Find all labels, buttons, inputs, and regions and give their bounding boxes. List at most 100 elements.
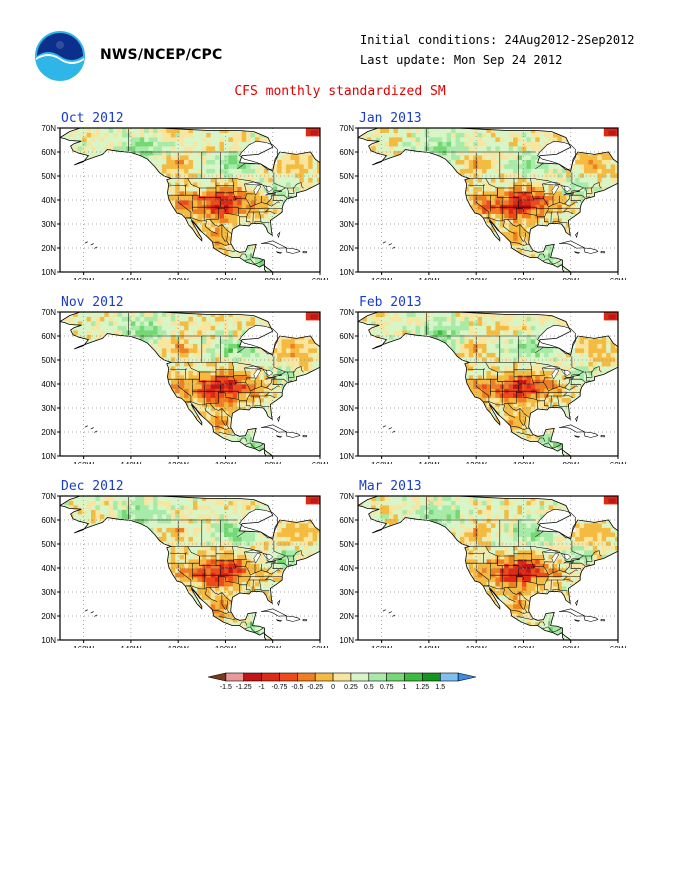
lon-tick-label: 60W [610, 277, 627, 280]
colorbar-swatch [207, 672, 227, 682]
lon-tick-label: 140W [418, 277, 439, 280]
lat-tick-label: 60N [339, 332, 354, 341]
lon-tick-label: 100W [513, 277, 534, 280]
lon-tick-label: 60W [312, 461, 329, 464]
lon-tick-label: 80W [265, 277, 282, 280]
lon-tick-label: 100W [513, 461, 534, 464]
lon-tick-label: 80W [563, 461, 580, 464]
lon-tick-label: 140W [418, 645, 439, 648]
lat-tick-label: 40N [339, 196, 354, 205]
lat-tick-label: 10N [41, 452, 56, 461]
lon-tick-label: 140W [120, 277, 141, 280]
lat-tick-label: 10N [41, 636, 56, 645]
colorbar-label: -0.25 [307, 684, 323, 691]
colorbar-swatch [225, 672, 245, 682]
colorbar-label: -0.75 [271, 684, 287, 691]
colorbar-swatch [243, 672, 262, 682]
map-panel-oct-2012: 70N 60N 50N 40N 30N 20N 10N 160W 140W 120W 100W 80W… [41, 124, 329, 280]
lat-tick-label: 50N [339, 172, 354, 181]
colorbar-swatch [332, 672, 352, 682]
colorbar-swatch [314, 672, 334, 682]
lon-tick-label: 80W [563, 645, 580, 648]
lon-tick-label: 60W [610, 645, 627, 648]
lat-tick-label: 40N [41, 564, 56, 573]
lon-tick-label: 160W [73, 645, 94, 648]
initial-conditions: Initial conditions: 24Aug2012-2Sep2012 [360, 33, 635, 47]
colorbar-swatch [386, 672, 405, 682]
panel-title-nov-2012: Nov 2012 [61, 295, 124, 310]
colorbar-swatch [350, 672, 370, 682]
colorbar-swatch [404, 672, 423, 682]
lat-tick-label: 20N [41, 428, 56, 437]
colorbar-label: 1 [403, 684, 407, 691]
lat-tick-label: 40N [339, 564, 354, 573]
lon-tick-label: 80W [563, 277, 580, 280]
lat-tick-label: 60N [41, 148, 56, 157]
lat-tick-label: 70N [41, 308, 56, 317]
colorbar-label: 0.75 [380, 684, 394, 691]
colorbar-swatch [261, 672, 280, 682]
lat-tick-label: 50N [41, 172, 56, 181]
colorbar-swatch [297, 672, 316, 682]
panel-title-dec-2012: Dec 2012 [61, 479, 124, 494]
lat-tick-label: 70N [339, 492, 354, 501]
lat-tick-label: 50N [339, 356, 354, 365]
colorbar-label: 0.5 [364, 684, 374, 691]
colorbar-label: -1 [258, 684, 264, 691]
lat-tick-label: 40N [339, 380, 354, 389]
map-panel-dec-2012: 70N 60N 50N 40N 30N 20N 10N 160W 140W 120W 100W 80W… [41, 492, 329, 648]
lon-tick-label: 160W [371, 277, 392, 280]
colorbar-swatch [422, 672, 441, 682]
agency-name: NWS/NCEP/CPC [100, 47, 223, 63]
lat-tick-label: 60N [41, 332, 56, 341]
lon-tick-label: 120W [168, 645, 189, 648]
lon-tick-label: 80W [265, 461, 282, 464]
colorbar-swatch [457, 672, 477, 682]
lon-tick-label: 160W [73, 277, 94, 280]
lat-tick-label: 60N [339, 516, 354, 525]
colorbar-label: 1.25 [416, 684, 430, 691]
lat-tick-label: 40N [41, 380, 56, 389]
lat-tick-label: 10N [339, 636, 354, 645]
colorbar-legend: -1.5 -1.25 -1 -0.75 -0.5 -0.25 0 0.25 0.5 0.75 1 1.… [207, 672, 477, 691]
colorbar-swatch [439, 672, 459, 682]
map-panel-mar-2013: 70N 60N 50N 40N 30N 20N 10N 160W 140W 120W 100W 80W… [339, 492, 627, 648]
lat-tick-label: 60N [339, 148, 354, 157]
lat-tick-label: 20N [41, 612, 56, 621]
lon-tick-label: 100W [215, 277, 236, 280]
lat-tick-label: 10N [41, 268, 56, 277]
panel-title-oct-2012: Oct 2012 [61, 111, 124, 126]
colorbar-swatch [368, 672, 387, 682]
lon-tick-label: 60W [312, 277, 329, 280]
lat-tick-label: 50N [339, 540, 354, 549]
lat-tick-label: 20N [339, 428, 354, 437]
lon-tick-label: 160W [73, 461, 94, 464]
lat-tick-label: 70N [339, 308, 354, 317]
lon-tick-label: 120W [466, 461, 487, 464]
lon-tick-label: 140W [120, 645, 141, 648]
colorbar-label: -1.5 [220, 684, 232, 691]
lon-tick-label: 140W [120, 461, 141, 464]
lat-tick-label: 20N [41, 244, 56, 253]
lon-tick-label: 60W [312, 645, 329, 648]
panel-title-mar-2013: Mar 2013 [359, 479, 422, 494]
lat-tick-label: 60N [41, 516, 56, 525]
panel-title-jan-2013: Jan 2013 [359, 111, 422, 126]
colorbar-swatch [279, 672, 298, 682]
lon-tick-label: 160W [371, 461, 392, 464]
lon-tick-label: 140W [418, 461, 439, 464]
lat-tick-label: 30N [41, 588, 56, 597]
lat-tick-label: 20N [339, 244, 354, 253]
lon-tick-label: 120W [168, 461, 189, 464]
panel-title-feb-2013: Feb 2013 [359, 295, 422, 310]
lat-tick-label: 70N [41, 492, 56, 501]
lon-tick-label: 100W [215, 645, 236, 648]
lon-tick-label: 60W [610, 461, 627, 464]
lat-tick-label: 70N [41, 124, 56, 133]
lat-tick-label: 40N [41, 196, 56, 205]
lat-tick-label: 70N [339, 124, 354, 133]
colorbar-label: 0 [331, 684, 335, 691]
lat-tick-label: 30N [339, 588, 354, 597]
colorbar-label: 1.5 [435, 684, 445, 691]
lat-tick-label: 30N [41, 220, 56, 229]
